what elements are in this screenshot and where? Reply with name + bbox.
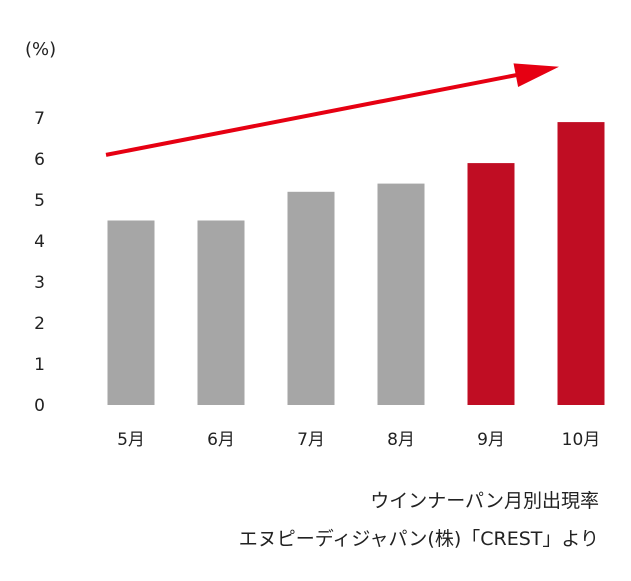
y-tick-label: 7	[34, 109, 45, 129]
x-tick-label: 6月	[207, 430, 235, 450]
y-axis-unit-label: (%)	[25, 39, 56, 60]
bar	[287, 191, 335, 405]
x-tick-label: 9月	[477, 430, 505, 450]
x-tick-label: 10月	[562, 430, 601, 450]
trend-arrow-shaft	[105, 72, 521, 157]
x-axis-ticks: 5月 6月 7月 8月 9月 10月	[117, 430, 600, 450]
y-tick-label: 3	[34, 273, 45, 293]
y-tick-label: 6	[34, 150, 45, 170]
bar	[107, 220, 155, 405]
x-tick-label: 5月	[117, 430, 145, 450]
y-tick-label: 5	[34, 191, 45, 211]
bar	[197, 220, 245, 405]
bar	[467, 163, 515, 405]
trend-arrow	[105, 63, 559, 157]
y-tick-label: 1	[34, 355, 45, 375]
y-tick-label: 4	[34, 232, 45, 252]
x-tick-label: 7月	[297, 430, 325, 450]
source-caption-attribution: エヌピーディジャパン(株)「CREST」より	[238, 528, 599, 550]
y-axis-ticks: 0 1 2 3 4 5 6 7	[34, 109, 45, 416]
source-caption-title: ウインナーパン月別出現率	[370, 490, 599, 512]
y-tick-label: 2	[34, 314, 45, 334]
bar	[377, 183, 425, 405]
x-tick-label: 8月	[387, 430, 415, 450]
bars	[107, 122, 605, 405]
bar	[557, 122, 605, 405]
y-tick-label: 0	[34, 396, 45, 416]
bar-chart: (%) 0 1 2 3 4 5 6 7 5月 6月 7月 8月 9月 10月	[25, 39, 605, 450]
trend-arrow-head	[513, 63, 559, 87]
